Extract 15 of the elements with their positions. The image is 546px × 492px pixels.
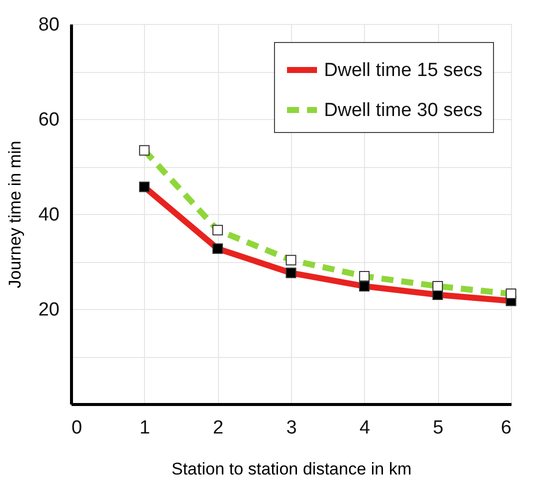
legend-label: Dwell time 30 secs xyxy=(324,100,482,121)
x-tick-label: 6 xyxy=(500,418,512,438)
x-tick-label: 0 xyxy=(72,418,82,438)
y-tick-label: 60 xyxy=(38,110,60,130)
x-tick-label: 2 xyxy=(212,418,224,438)
x-axis-title: Station to station distance in km xyxy=(171,460,412,478)
y-tick-label: 20 xyxy=(38,300,60,320)
y-tick-label: 80 xyxy=(38,14,60,36)
y-tick-label: 40 xyxy=(38,204,60,226)
y-axis-title: Journey time in min xyxy=(5,140,24,288)
x-tick-label: 4 xyxy=(360,418,371,438)
x-tick-label: 5 xyxy=(432,418,444,438)
x-tick-label: 1 xyxy=(140,418,150,438)
legend-label: Dwell time 15 secs xyxy=(324,60,482,81)
x-tick-label: 3 xyxy=(286,418,297,438)
